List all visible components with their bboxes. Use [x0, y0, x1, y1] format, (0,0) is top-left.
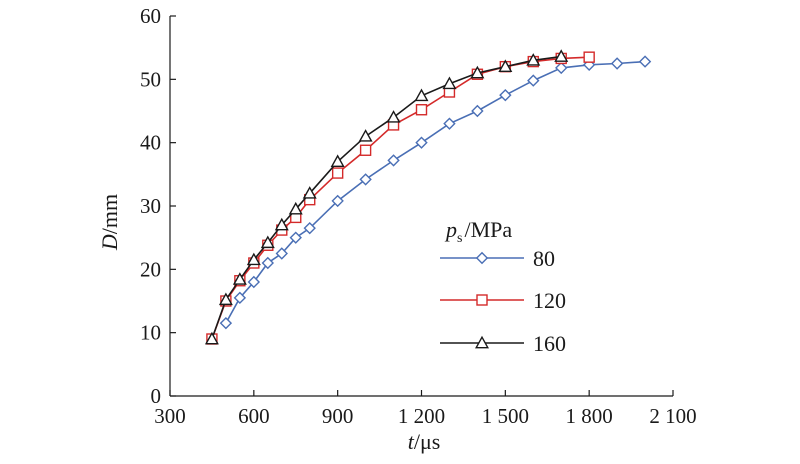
legend-item-80: 80 — [440, 246, 555, 271]
data-point-160 — [526, 53, 541, 66]
data-point-120 — [331, 167, 344, 179]
data-point-160 — [330, 154, 345, 168]
x-tick-label: 600 — [238, 404, 270, 428]
x-tick-label: 1 500 — [482, 404, 529, 428]
legend-item-160: 160 — [440, 331, 566, 356]
legend: ps/MPa 80 120 160 — [440, 217, 566, 356]
y-tick-label: 30 — [140, 194, 161, 218]
data-point-160 — [204, 331, 219, 345]
data-point-160 — [232, 272, 247, 285]
data-point-160 — [554, 49, 569, 62]
data-point-160 — [274, 217, 289, 231]
y-tick-label: 20 — [140, 257, 161, 281]
legend-label: 120 — [533, 288, 566, 313]
x-tick-label: 900 — [322, 404, 354, 428]
legend-item-120: 120 — [440, 288, 566, 313]
legend-title-sub: s — [457, 231, 462, 246]
data-point-80 — [638, 55, 652, 68]
y-tick-label: 40 — [140, 131, 161, 155]
y-tick-label: 0 — [151, 384, 162, 408]
ticks: 0 10 20 30 40 50 60 300 600 900 1 200 1 500 1 800 2 1… — [140, 4, 697, 428]
data-point-80 — [331, 194, 344, 208]
y-tick-label: 50 — [140, 67, 161, 91]
data-point-120 — [415, 104, 428, 116]
data-point-160 — [386, 110, 401, 123]
y-tick-label: 60 — [140, 4, 161, 28]
data-point-80 — [219, 316, 233, 330]
x-tick-label: 300 — [154, 404, 186, 428]
data-point-80 — [471, 104, 484, 118]
legend-swatch-marker — [476, 294, 488, 306]
data-point-160 — [358, 129, 373, 142]
y-axis-unit: /mm — [97, 194, 122, 234]
data-point-80 — [275, 247, 288, 260]
data-point-160 — [498, 59, 513, 73]
x-axis-unit: /μs — [414, 429, 440, 454]
data-point-120 — [583, 51, 595, 63]
data-point-80 — [247, 275, 261, 289]
data-point-80 — [261, 256, 274, 270]
series-160 — [204, 49, 569, 345]
data-point-80 — [527, 74, 540, 87]
data-point-160 — [218, 292, 233, 306]
data-point-80 — [610, 57, 624, 70]
data-point-160 — [442, 76, 457, 90]
legend-title: ps/MPa — [444, 217, 512, 246]
legend-title-var: p — [444, 217, 457, 242]
data-point-160 — [246, 252, 261, 266]
data-point-80 — [303, 221, 316, 235]
data-point-80 — [359, 173, 372, 186]
y-tick-label: 10 — [140, 321, 161, 345]
legend-label: 80 — [533, 246, 555, 271]
data-point-160 — [302, 186, 317, 199]
data-point-80 — [289, 231, 302, 244]
data-point-160 — [470, 65, 485, 79]
y-axis-var: D — [97, 234, 122, 251]
x-axis-var: t — [408, 429, 415, 454]
legend-swatch-marker — [475, 251, 489, 265]
x-tick-label: 1 200 — [398, 404, 445, 428]
axes — [169, 16, 673, 397]
legend-label: 160 — [533, 331, 566, 356]
data-point-80 — [499, 88, 512, 102]
data-point-80 — [555, 61, 568, 75]
data-point-160 — [414, 88, 429, 102]
x-axis-title: t/μs — [408, 429, 441, 454]
data-point-80 — [387, 154, 400, 167]
data-point-80 — [582, 58, 596, 71]
x-tick-label: 2 100 — [649, 404, 696, 428]
data-point-80 — [233, 291, 247, 305]
data-point-80 — [415, 136, 428, 149]
series-80 — [219, 55, 652, 330]
series-line-160 — [211, 55, 562, 340]
data-point-160 — [288, 201, 303, 215]
data-point-80 — [443, 117, 456, 130]
data-point-160 — [260, 235, 275, 249]
y-axis-title: D/mm — [97, 194, 122, 251]
legend-swatch-marker — [475, 335, 489, 349]
data-point-120 — [359, 144, 372, 156]
plot-area — [204, 49, 652, 345]
x-tick-label: 1 800 — [566, 404, 613, 428]
legend-title-unit: /MPa — [464, 217, 512, 242]
